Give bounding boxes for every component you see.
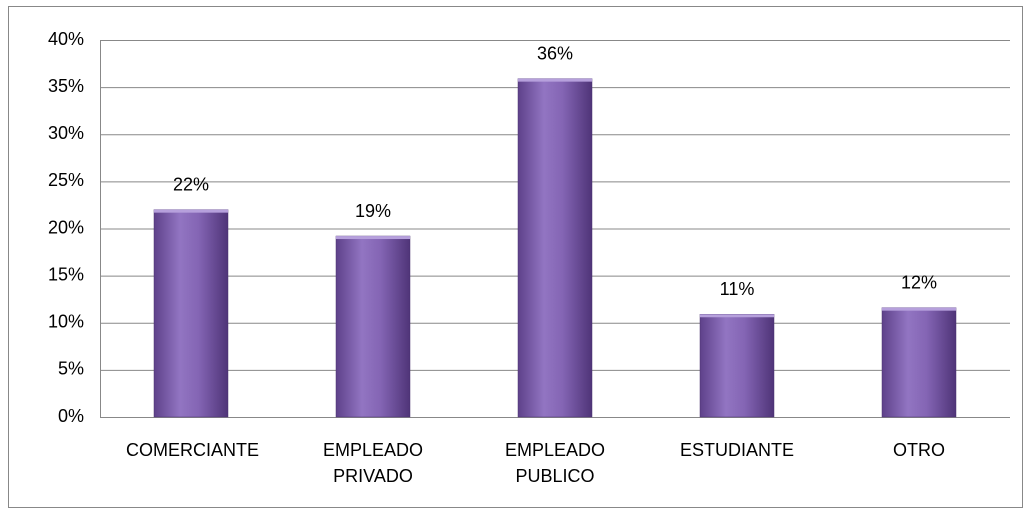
x-tick-label: ESTUDIANTE xyxy=(679,440,794,460)
x-tick-label: COMERCIANTE xyxy=(126,440,260,460)
x-tick-label: EMPLEADO PRIVADO xyxy=(322,440,424,486)
bar xyxy=(881,307,957,418)
x-tick-label: EMPLEADO PUBLICO xyxy=(504,440,606,486)
value-label: 11% xyxy=(720,279,755,299)
y-tick-label: 35% xyxy=(48,76,84,96)
y-tick-label: 40% xyxy=(48,29,84,49)
y-tick-label: 5% xyxy=(58,359,84,379)
bar-top xyxy=(518,78,592,82)
bar-top xyxy=(154,209,228,213)
y-tick-label: 20% xyxy=(48,217,84,237)
bar xyxy=(517,78,593,418)
y-tick-label: 0% xyxy=(58,406,84,426)
bar-top xyxy=(700,314,774,318)
y-tick-label: 15% xyxy=(48,264,84,284)
y-tick-label: 25% xyxy=(48,170,84,190)
bar-top xyxy=(336,236,410,240)
bar-top xyxy=(882,307,956,311)
y-tick-label: 30% xyxy=(48,123,84,143)
value-label: 12% xyxy=(901,272,937,292)
chart-border xyxy=(8,6,1023,508)
bar xyxy=(699,314,775,418)
y-tick-label: 10% xyxy=(48,312,84,332)
bar xyxy=(153,209,229,418)
value-label: 36% xyxy=(537,43,573,63)
bar xyxy=(335,235,411,418)
value-label: 19% xyxy=(355,201,391,221)
x-tick-label: OTRO xyxy=(893,440,945,460)
value-label: 22% xyxy=(173,174,209,194)
